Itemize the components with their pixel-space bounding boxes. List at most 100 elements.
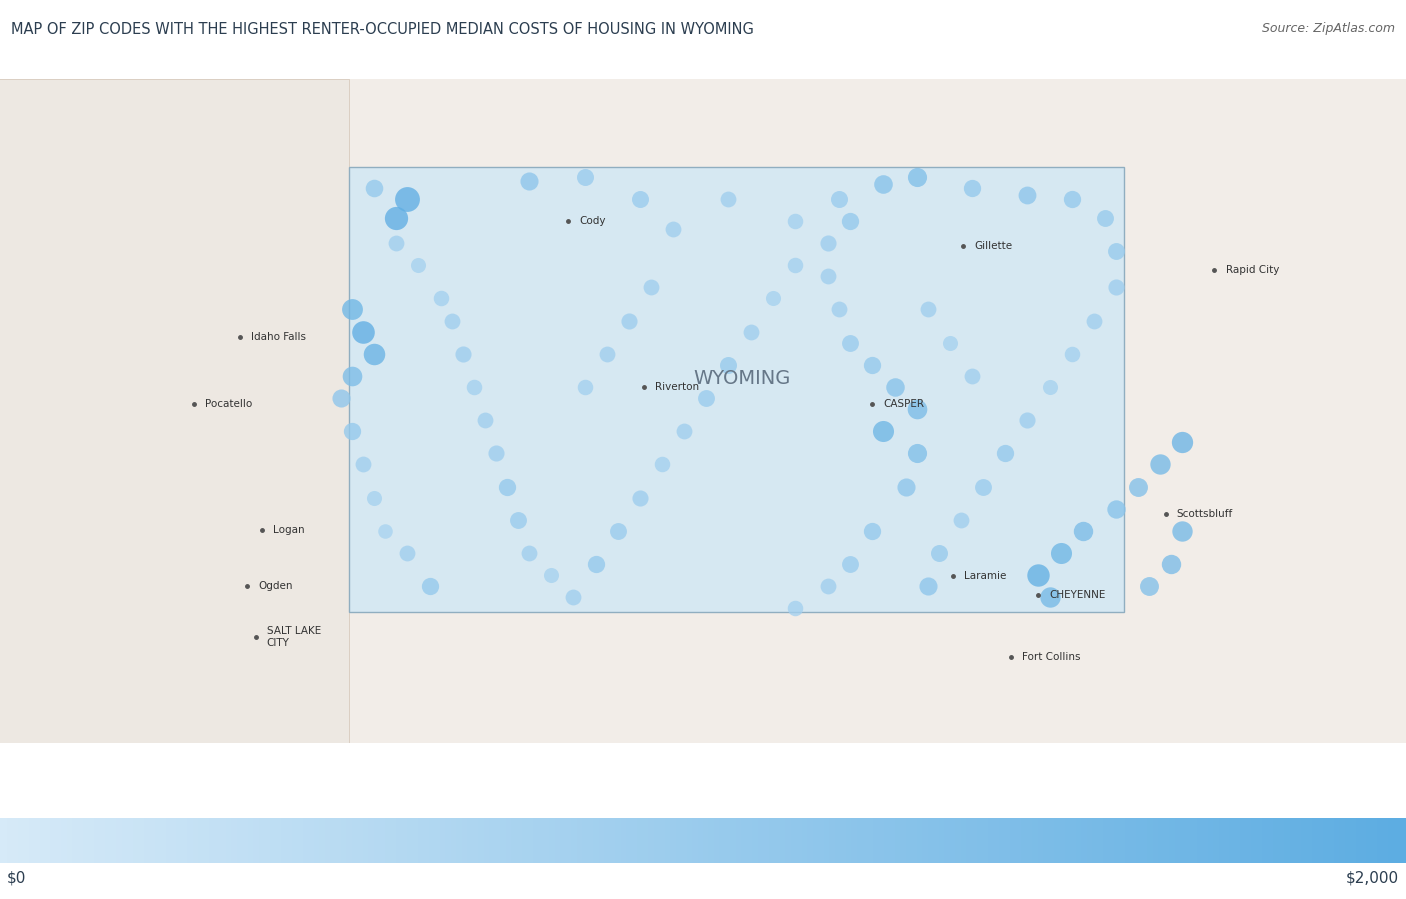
- Point: [606, 523, 628, 538]
- Text: Idaho Falls: Idaho Falls: [252, 332, 307, 343]
- Point: [740, 325, 762, 339]
- Point: [783, 258, 806, 272]
- Text: Pocatello: Pocatello: [205, 398, 252, 408]
- Point: [651, 458, 673, 472]
- Point: [839, 556, 862, 571]
- Point: [363, 346, 385, 360]
- Point: [474, 413, 496, 427]
- Point: [385, 236, 408, 250]
- Point: [617, 314, 640, 328]
- Point: [1105, 280, 1128, 295]
- Point: [817, 269, 839, 283]
- Text: Riverton: Riverton: [655, 382, 700, 392]
- Text: Rapid City: Rapid City: [1226, 264, 1279, 274]
- Text: CASPER: CASPER: [883, 398, 925, 408]
- Point: [905, 402, 928, 416]
- Point: [451, 346, 474, 360]
- Point: [960, 181, 983, 195]
- Point: [562, 590, 585, 604]
- Point: [463, 379, 485, 394]
- Point: [574, 379, 596, 394]
- Point: [673, 424, 696, 439]
- Point: [1071, 523, 1094, 538]
- Text: Ogden: Ogden: [257, 582, 292, 592]
- Point: [352, 458, 374, 472]
- Point: [1160, 556, 1182, 571]
- Point: [385, 210, 408, 225]
- Point: [883, 379, 905, 394]
- Point: [860, 358, 883, 372]
- Point: [949, 512, 972, 527]
- Point: [762, 291, 785, 306]
- Text: CHEYENNE: CHEYENNE: [1049, 590, 1107, 600]
- Point: [517, 174, 540, 188]
- Point: [330, 391, 353, 405]
- Point: [828, 191, 851, 206]
- Point: [1105, 502, 1128, 516]
- Bar: [349, 166, 1123, 611]
- Point: [783, 214, 806, 228]
- Point: [1126, 479, 1149, 494]
- Point: [496, 479, 519, 494]
- Point: [363, 491, 385, 505]
- Point: [429, 291, 451, 306]
- Text: Logan: Logan: [273, 525, 305, 535]
- Point: [872, 424, 894, 439]
- Point: [817, 579, 839, 593]
- Text: Laramie: Laramie: [965, 571, 1007, 582]
- Point: [917, 579, 939, 593]
- Point: [828, 302, 851, 316]
- Point: [1017, 188, 1039, 202]
- Point: [585, 556, 607, 571]
- Point: [340, 302, 363, 316]
- Point: [517, 546, 540, 560]
- Text: Scottsbluff: Scottsbluff: [1177, 509, 1233, 520]
- Point: [352, 325, 374, 339]
- Point: [1171, 523, 1194, 538]
- Point: [939, 335, 962, 350]
- Point: [408, 258, 430, 272]
- Text: Cody: Cody: [579, 216, 606, 226]
- Point: [662, 221, 685, 236]
- Point: [1105, 244, 1128, 258]
- Point: [396, 191, 419, 206]
- Point: [1038, 379, 1060, 394]
- Text: Fort Collins: Fort Collins: [1022, 652, 1080, 662]
- Point: [1049, 546, 1071, 560]
- Point: [928, 546, 950, 560]
- Point: [440, 314, 463, 328]
- Point: [595, 346, 617, 360]
- Point: [640, 280, 662, 295]
- Point: [1060, 191, 1083, 206]
- Text: MAP OF ZIP CODES WITH THE HIGHEST RENTER-OCCUPIED MEDIAN COSTS OF HOUSING IN WYO: MAP OF ZIP CODES WITH THE HIGHEST RENTER…: [11, 22, 754, 38]
- Text: Source: ZipAtlas.com: Source: ZipAtlas.com: [1261, 22, 1395, 35]
- Point: [1083, 314, 1105, 328]
- Text: Gillette: Gillette: [974, 241, 1012, 252]
- Point: [839, 335, 862, 350]
- Point: [363, 181, 385, 195]
- Point: [1137, 579, 1160, 593]
- Point: [628, 491, 651, 505]
- Point: [994, 446, 1017, 460]
- Point: [628, 191, 651, 206]
- Point: [574, 169, 596, 183]
- Point: [872, 177, 894, 191]
- Point: [340, 424, 363, 439]
- Point: [960, 369, 983, 383]
- Point: [717, 191, 740, 206]
- Point: [905, 169, 928, 183]
- Bar: [0, 79, 349, 743]
- Point: [1094, 210, 1116, 225]
- Point: [340, 369, 363, 383]
- Point: [396, 546, 419, 560]
- Point: [860, 523, 883, 538]
- Point: [1017, 413, 1039, 427]
- Point: [485, 446, 508, 460]
- Point: [419, 579, 441, 593]
- Point: [1149, 458, 1171, 472]
- Point: [783, 601, 806, 616]
- Point: [540, 568, 562, 583]
- Point: [1060, 346, 1083, 360]
- Point: [817, 236, 839, 250]
- Text: SALT LAKE
CITY: SALT LAKE CITY: [267, 627, 321, 648]
